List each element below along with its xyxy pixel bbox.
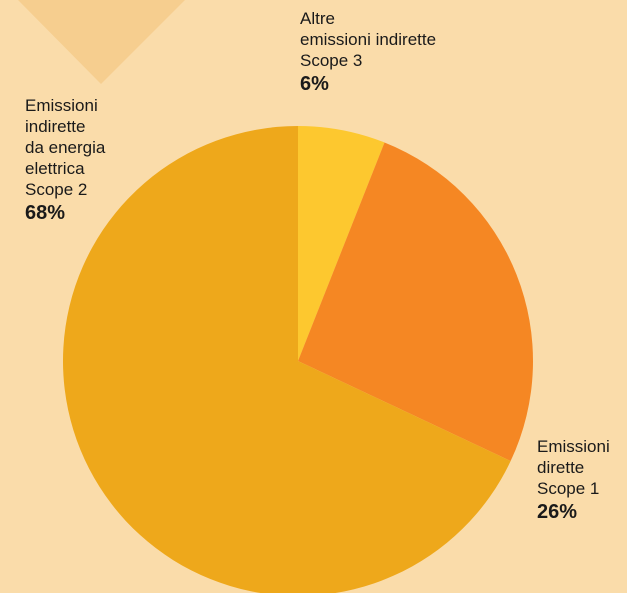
label-line: elettrica bbox=[25, 159, 85, 178]
label-line: emissioni indirette bbox=[300, 30, 437, 49]
label-line: Scope 2 bbox=[25, 180, 88, 199]
pie-slice-scope3 bbox=[298, 126, 385, 361]
pie-slice-scope1 bbox=[298, 142, 533, 462]
label-line: indirette bbox=[25, 117, 86, 136]
label-line: Scope 3 bbox=[300, 51, 363, 70]
slice-value-label: 6% bbox=[300, 73, 329, 95]
label-line: Emissioni bbox=[537, 437, 610, 456]
slice-value-label: 26% bbox=[537, 501, 578, 523]
label-line: Altre bbox=[300, 9, 335, 28]
pie-slice-scope2 bbox=[62, 126, 511, 593]
label-line: Emissioni bbox=[25, 96, 98, 115]
pie-slices bbox=[62, 126, 533, 593]
label-line: Scope 1 bbox=[537, 479, 600, 498]
label-line: dirette bbox=[537, 458, 585, 477]
slice-label-scope1: Emissioni dirette Scope 1 26% bbox=[537, 436, 610, 525]
label-line: da energia bbox=[25, 138, 106, 157]
decorative-triangle bbox=[18, 0, 185, 84]
slice-label-scope2: Emissioni indirette da energia elettrica… bbox=[25, 95, 105, 226]
slice-label-scope3: Altre emissioni indirette Scope 3 6% bbox=[300, 8, 436, 97]
slice-value-label: 68% bbox=[25, 202, 66, 224]
